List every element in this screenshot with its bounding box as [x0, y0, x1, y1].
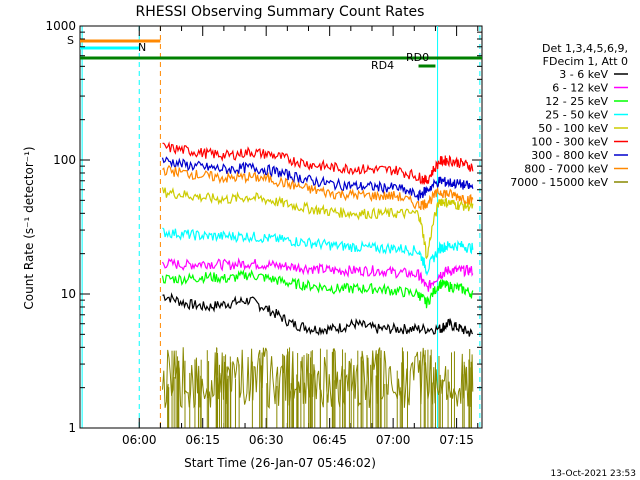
legend-entry-label: 12 - 25 keV: [545, 95, 608, 108]
chart-title: RHESSI Observing Summary Count Rates: [136, 4, 425, 20]
legend-entry-label: 25 - 50 keV: [545, 109, 608, 122]
series-line-5: [162, 141, 474, 185]
x-tick-label: 07:15: [439, 433, 474, 447]
series-line-4: [161, 187, 474, 260]
flag-label-s: S: [67, 34, 74, 47]
x-tick-label: 06:00: [122, 433, 157, 447]
y-tick-label: 1000: [45, 19, 76, 33]
legend-entry-label: 100 - 300 keV: [531, 136, 608, 149]
series-line-6: [161, 156, 474, 201]
legend-entry-label: 300 - 800 keV: [531, 149, 608, 162]
x-tick-label: 06:30: [249, 433, 284, 447]
series-line-1: [161, 257, 474, 292]
y-tick-label: 10: [61, 287, 76, 301]
x-tick-label: 07:00: [376, 433, 411, 447]
x-axis-label: Start Time (26-Jan-07 05:46:02): [184, 456, 376, 470]
x-tick-label: 06:45: [312, 433, 347, 447]
series-line-0: [162, 292, 474, 337]
legend-header-line: Det 1,3,4,5,6,9,: [542, 42, 628, 55]
y-tick-label: 100: [53, 153, 76, 167]
legend-entry-label: 3 - 6 keV: [559, 68, 608, 81]
flag-label-rd0: RD0: [406, 51, 429, 64]
legend-entry-label: 6 - 12 keV: [552, 82, 608, 95]
flag-label-rd4: RD4: [371, 59, 394, 72]
plot-frame: [79, 25, 483, 429]
y-axis-label: Count Rate (s⁻¹ detector⁻¹): [22, 146, 36, 309]
legend-header-line: FDecim 1, Att 0: [543, 55, 628, 68]
legend: Det 1,3,4,5,6,9,FDecim 1, Att 03 - 6 keV…: [510, 42, 628, 189]
series-line-3: [162, 227, 474, 277]
y-tick-label: 1: [68, 421, 76, 435]
plot-area: S N RD0 RD4 1 10 100 1000 06:00 06:15 06:30 06:45 07…: [45, 19, 483, 447]
legend-entry-label: 50 - 100 keV: [538, 122, 608, 135]
x-tick-label: 06:15: [185, 433, 220, 447]
series-line-2: [161, 269, 474, 309]
footer-timestamp: 13-Oct-2021 23:53: [551, 469, 636, 479]
legend-entry-label: 7000 - 15000 keV: [510, 176, 608, 189]
series-line-7: [162, 164, 474, 211]
legend-entry-label: 800 - 7000 keV: [524, 163, 608, 176]
flag-label-n: N: [138, 41, 146, 54]
